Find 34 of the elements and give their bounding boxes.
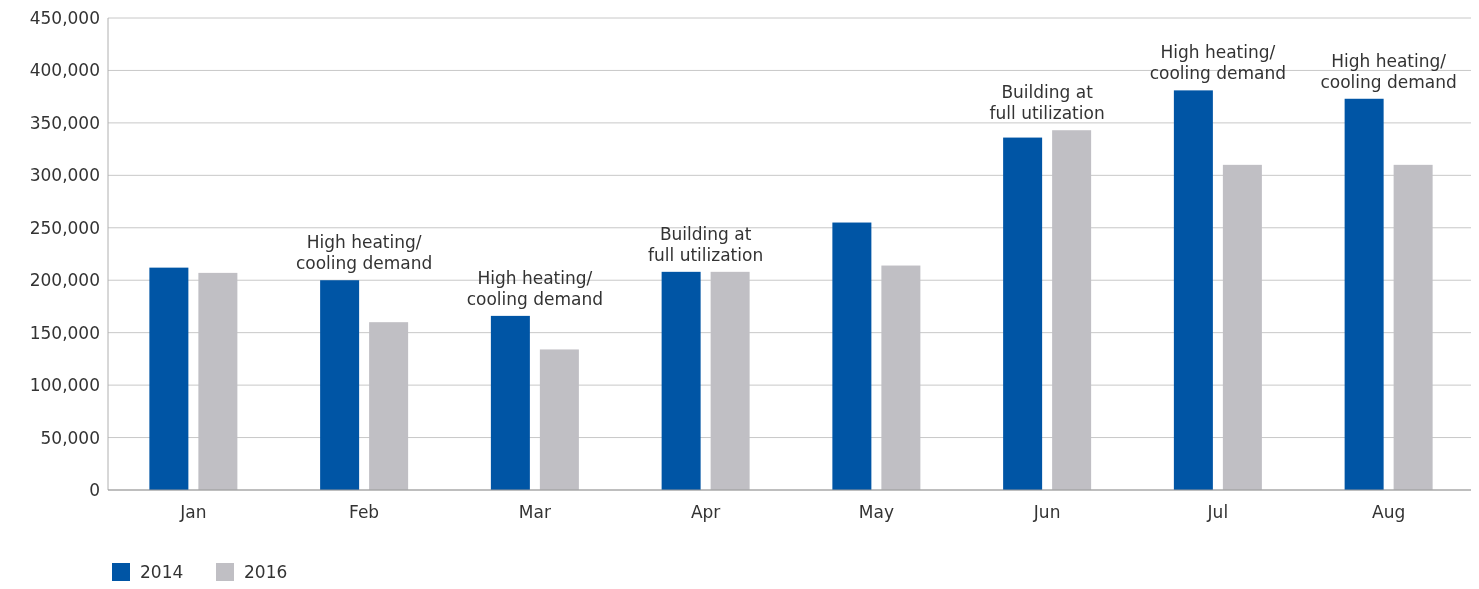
x-tick-label: Apr — [690, 502, 721, 522]
x-tick-label: Aug — [1372, 502, 1406, 522]
annotation: Building at full utilization — [648, 223, 764, 265]
annotation: High heating/ cooling demand — [1149, 42, 1287, 84]
y-tick-label: 0 — [89, 479, 100, 500]
bar — [1344, 98, 1384, 490]
x-tick-label: Jan — [179, 502, 207, 522]
bar — [1173, 90, 1213, 490]
y-tick-label: 50,000 — [40, 427, 100, 448]
bar — [661, 271, 701, 490]
annotation: High heating/ cooling demand — [1320, 50, 1457, 92]
bar — [490, 315, 530, 490]
legend-label: 2016 — [244, 562, 288, 582]
bar — [149, 267, 189, 490]
annotation: High heating/ cooling demand — [466, 267, 604, 309]
x-tick-label: May — [858, 502, 894, 522]
x-tick-label: Feb — [349, 502, 380, 522]
legend-label: 2014 — [140, 562, 184, 582]
x-tick-label: Jul — [1206, 502, 1229, 522]
y-tick-label: 150,000 — [29, 322, 100, 343]
y-tick-label: 350,000 — [29, 112, 100, 133]
y-tick-label: 100,000 — [29, 375, 100, 396]
bar — [320, 280, 360, 490]
x-tick-label: Jun — [1032, 502, 1061, 522]
annotation: High heating/ cooling demand — [295, 232, 433, 274]
y-tick-label: 300,000 — [29, 165, 100, 186]
y-tick-label: 450,000 — [29, 7, 100, 28]
annotation: Building at full utilization — [989, 82, 1105, 124]
x-tick-label: Mar — [518, 502, 551, 522]
bar — [1003, 137, 1043, 490]
y-tick-label: 250,000 — [29, 217, 100, 238]
y-tick-label: 400,000 — [29, 60, 100, 81]
y-tick-label: 200,000 — [29, 270, 100, 291]
bar — [832, 222, 872, 490]
